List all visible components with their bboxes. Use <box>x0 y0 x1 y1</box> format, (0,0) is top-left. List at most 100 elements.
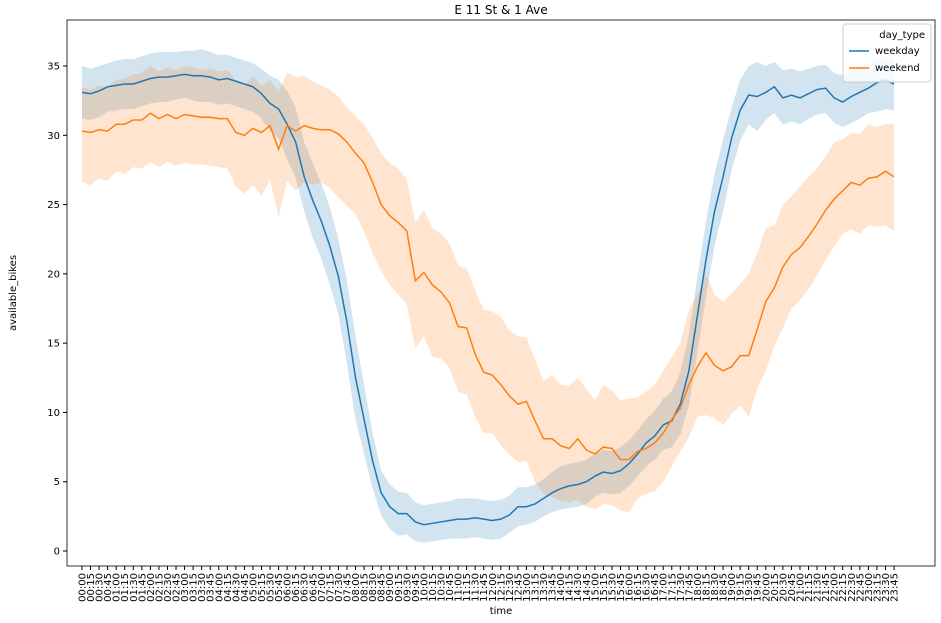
x-tick-label: 00:45 <box>103 573 114 602</box>
y-tick-label: 10 <box>47 408 60 419</box>
y-tick-label: 25 <box>47 200 60 211</box>
x-tick-label: 06:00 <box>283 573 294 602</box>
x-tick-label: 10:30 <box>436 573 447 602</box>
line <box>81 112 895 461</box>
plot-frame <box>66 19 936 567</box>
x-tick-label: 05:00 <box>248 573 259 602</box>
x-tick-label: 07:45 <box>342 573 353 602</box>
x-tick-label: 11:00 <box>454 573 465 602</box>
x-tick-label: 09:30 <box>402 573 413 602</box>
x-tick-label: 22:00 <box>830 573 841 602</box>
x-tick-label: 22:15 <box>838 573 849 602</box>
y-tick-label: 30 <box>47 131 60 142</box>
x-tick-label: 06:30 <box>300 573 311 602</box>
x-tick-label: 00:00 <box>78 573 89 602</box>
x-tick-label: 09:00 <box>385 573 396 602</box>
x-tick-label: 00:30 <box>95 573 106 602</box>
x-tick-label: 08:30 <box>368 573 379 602</box>
x-tick-label: 12:15 <box>496 573 507 602</box>
legend-label: weekend <box>875 63 920 74</box>
x-tick-label: 21:30 <box>813 573 824 602</box>
x-tick-label: 19:30 <box>744 573 755 602</box>
x-tick-label: 13:00 <box>522 573 533 602</box>
x-tick-label: 14:45 <box>582 573 593 602</box>
x-tick-label: 10:45 <box>445 573 456 602</box>
x-tick-label: 21:15 <box>804 573 815 602</box>
x-tick-label: 01:45 <box>137 573 148 602</box>
x-tick-label: 06:15 <box>291 573 302 602</box>
x-tick-label: 05:15 <box>257 573 268 602</box>
x-tick-label: 22:30 <box>847 573 858 602</box>
legend-title: day_type <box>879 30 925 41</box>
x-tick-label: 11:30 <box>471 573 482 602</box>
x-tick-label: 08:45 <box>377 573 388 602</box>
x-tick-label: 18:45 <box>719 573 730 602</box>
x-tick-label: 21:45 <box>821 573 832 602</box>
x-tick-label: 03:00 <box>180 573 191 602</box>
confidence-band <box>82 66 894 513</box>
x-tick-label: 15:45 <box>616 573 627 602</box>
x-tick-label: 04:15 <box>223 573 234 602</box>
x-tick-label: 22:45 <box>855 573 866 602</box>
x-tick-label: 01:00 <box>112 573 123 602</box>
y-tick-label: 0 <box>54 547 60 558</box>
y-tick-label: 35 <box>47 62 60 73</box>
x-tick-label: 20:45 <box>787 573 798 602</box>
x-tick-label: 18:30 <box>710 573 721 602</box>
x-tick-label: 17:30 <box>676 573 687 602</box>
x-tick-label: 00:15 <box>86 573 97 602</box>
x-tick-label: 19:45 <box>753 573 764 602</box>
line <box>81 73 895 526</box>
x-tick-label: 08:15 <box>360 573 371 602</box>
x-tick-label: 13:15 <box>531 573 542 602</box>
legend-label: weekday <box>875 46 920 57</box>
x-tick-label: 23:45 <box>890 573 901 602</box>
x-tick-label: 14:30 <box>573 573 584 602</box>
x-tick-label: 12:30 <box>505 573 516 602</box>
x-tick-label: 13:45 <box>548 573 559 602</box>
x-tick-label: 13:30 <box>539 573 550 602</box>
x-tick-label: 02:00 <box>146 573 157 602</box>
y-axis-label: available_bikes <box>8 255 19 331</box>
x-tick-label: 05:30 <box>266 573 277 602</box>
x-tick-label: 04:45 <box>240 573 251 602</box>
x-tick-label: 14:00 <box>556 573 567 602</box>
x-tick-label: 07:15 <box>325 573 336 602</box>
confidence-band <box>82 49 894 543</box>
x-tick-label: 23:15 <box>872 573 883 602</box>
x-axis-label: time <box>490 606 513 617</box>
x-tick-label: 10:15 <box>428 573 439 602</box>
x-tick-label: 23:00 <box>864 573 875 602</box>
x-tick-label: 07:00 <box>317 573 328 602</box>
x-tick-label: 09:15 <box>394 573 405 602</box>
x-tick-label: 11:45 <box>479 573 490 602</box>
x-tick-label: 04:30 <box>231 573 242 602</box>
x-tick-label: 20:15 <box>770 573 781 602</box>
x-tick-label: 20:00 <box>761 573 772 602</box>
x-tick-label: 14:15 <box>565 573 576 602</box>
x-tick-label: 17:15 <box>667 573 678 602</box>
x-tick-label: 03:45 <box>206 573 217 602</box>
x-tick-label: 21:00 <box>795 573 806 602</box>
y-tick-label: 15 <box>47 339 60 350</box>
x-tick-label: 18:00 <box>693 573 704 602</box>
x-tick-label: 09:45 <box>411 573 422 602</box>
x-tick-label: 08:00 <box>351 573 362 602</box>
x-tick-label: 18:15 <box>701 573 712 602</box>
x-tick-label: 01:15 <box>120 573 131 602</box>
x-tick-label: 03:30 <box>197 573 208 602</box>
x-tick-label: 15:00 <box>590 573 601 602</box>
x-tick-label: 16:15 <box>633 573 644 602</box>
x-tick-label: 16:45 <box>650 573 661 602</box>
x-tick-label: 19:00 <box>727 573 738 602</box>
x-tick-label: 04:00 <box>214 573 225 602</box>
x-tick-label: 17:00 <box>659 573 670 602</box>
x-tick-label: 05:45 <box>274 573 285 602</box>
x-tick-label: 16:00 <box>625 573 636 602</box>
y-tick-label: 20 <box>47 269 60 280</box>
x-tick-label: 10:00 <box>419 573 430 602</box>
chart-title: E 11 St & 1 Ave <box>454 3 547 17</box>
x-tick-label: 11:15 <box>462 573 473 602</box>
